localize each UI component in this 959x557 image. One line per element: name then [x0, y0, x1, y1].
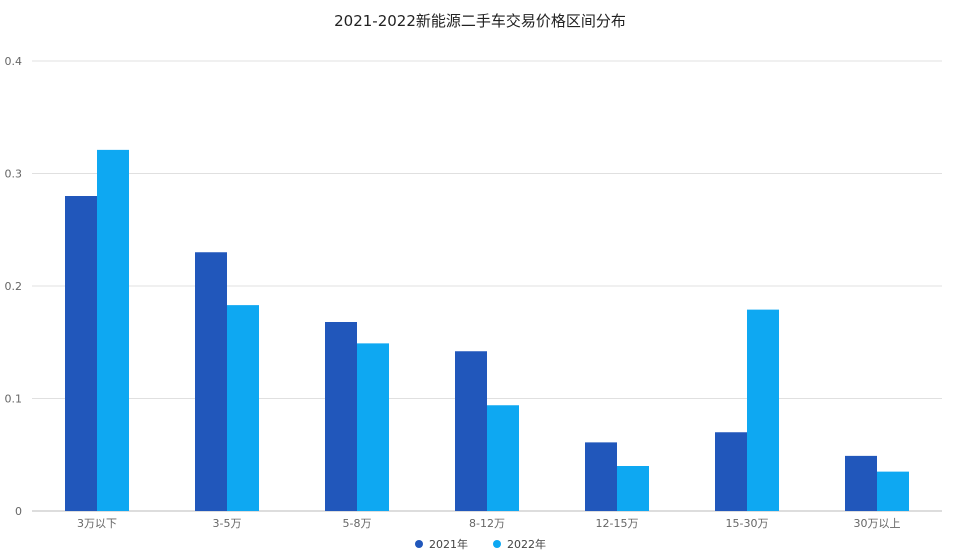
bar-2-4[interactable] [487, 405, 519, 511]
bar-2-2[interactable] [227, 305, 259, 511]
x-tick-label: 15-30万 [726, 517, 769, 530]
legend-marker-2 [493, 540, 501, 548]
bar-2-6[interactable] [747, 309, 779, 511]
bar-2-3[interactable] [357, 343, 389, 511]
x-tick-label: 3-5万 [213, 517, 242, 530]
bar-1-4[interactable] [455, 351, 487, 511]
bar-2-5[interactable] [617, 466, 649, 511]
legend[interactable]: 2021年 2022年 [415, 537, 546, 551]
bar-2-7[interactable] [877, 471, 909, 511]
bar-1-3[interactable] [325, 322, 357, 511]
y-tick-label: 0.1 [5, 393, 23, 406]
bar-1-6[interactable] [715, 432, 747, 511]
legend-marker-1 [415, 540, 423, 548]
bar-1-2[interactable] [195, 252, 227, 511]
legend-label-2[interactable]: 2022年 [507, 537, 546, 551]
x-axis-ticks: 3万以下 3-5万 5-8万 8-12万 12-15万 15-30万 30万以上 [77, 517, 901, 530]
y-axis-ticks: 0 0.1 0.2 0.3 0.4 [5, 55, 23, 518]
y-tick-label: 0.3 [5, 168, 23, 181]
bar-2-1[interactable] [97, 149, 129, 511]
bar-1-1[interactable] [65, 196, 97, 511]
x-tick-label: 3万以下 [77, 517, 117, 530]
x-tick-label: 12-15万 [596, 517, 639, 530]
bars [65, 149, 909, 511]
chart-title: 2021-2022新能源二手车交易价格区间分布 [334, 12, 626, 30]
x-tick-label: 5-8万 [343, 517, 372, 530]
y-tick-label: 0.4 [5, 55, 23, 68]
legend-label-1[interactable]: 2021年 [429, 537, 468, 551]
bar-1-5[interactable] [585, 442, 617, 511]
x-tick-label: 30万以上 [854, 517, 901, 530]
x-tick-label: 8-12万 [469, 517, 505, 530]
grid-lines [32, 60, 942, 399]
y-tick-label: 0.2 [5, 280, 23, 293]
bar-1-7[interactable] [845, 455, 877, 511]
y-tick-label: 0 [15, 505, 22, 518]
